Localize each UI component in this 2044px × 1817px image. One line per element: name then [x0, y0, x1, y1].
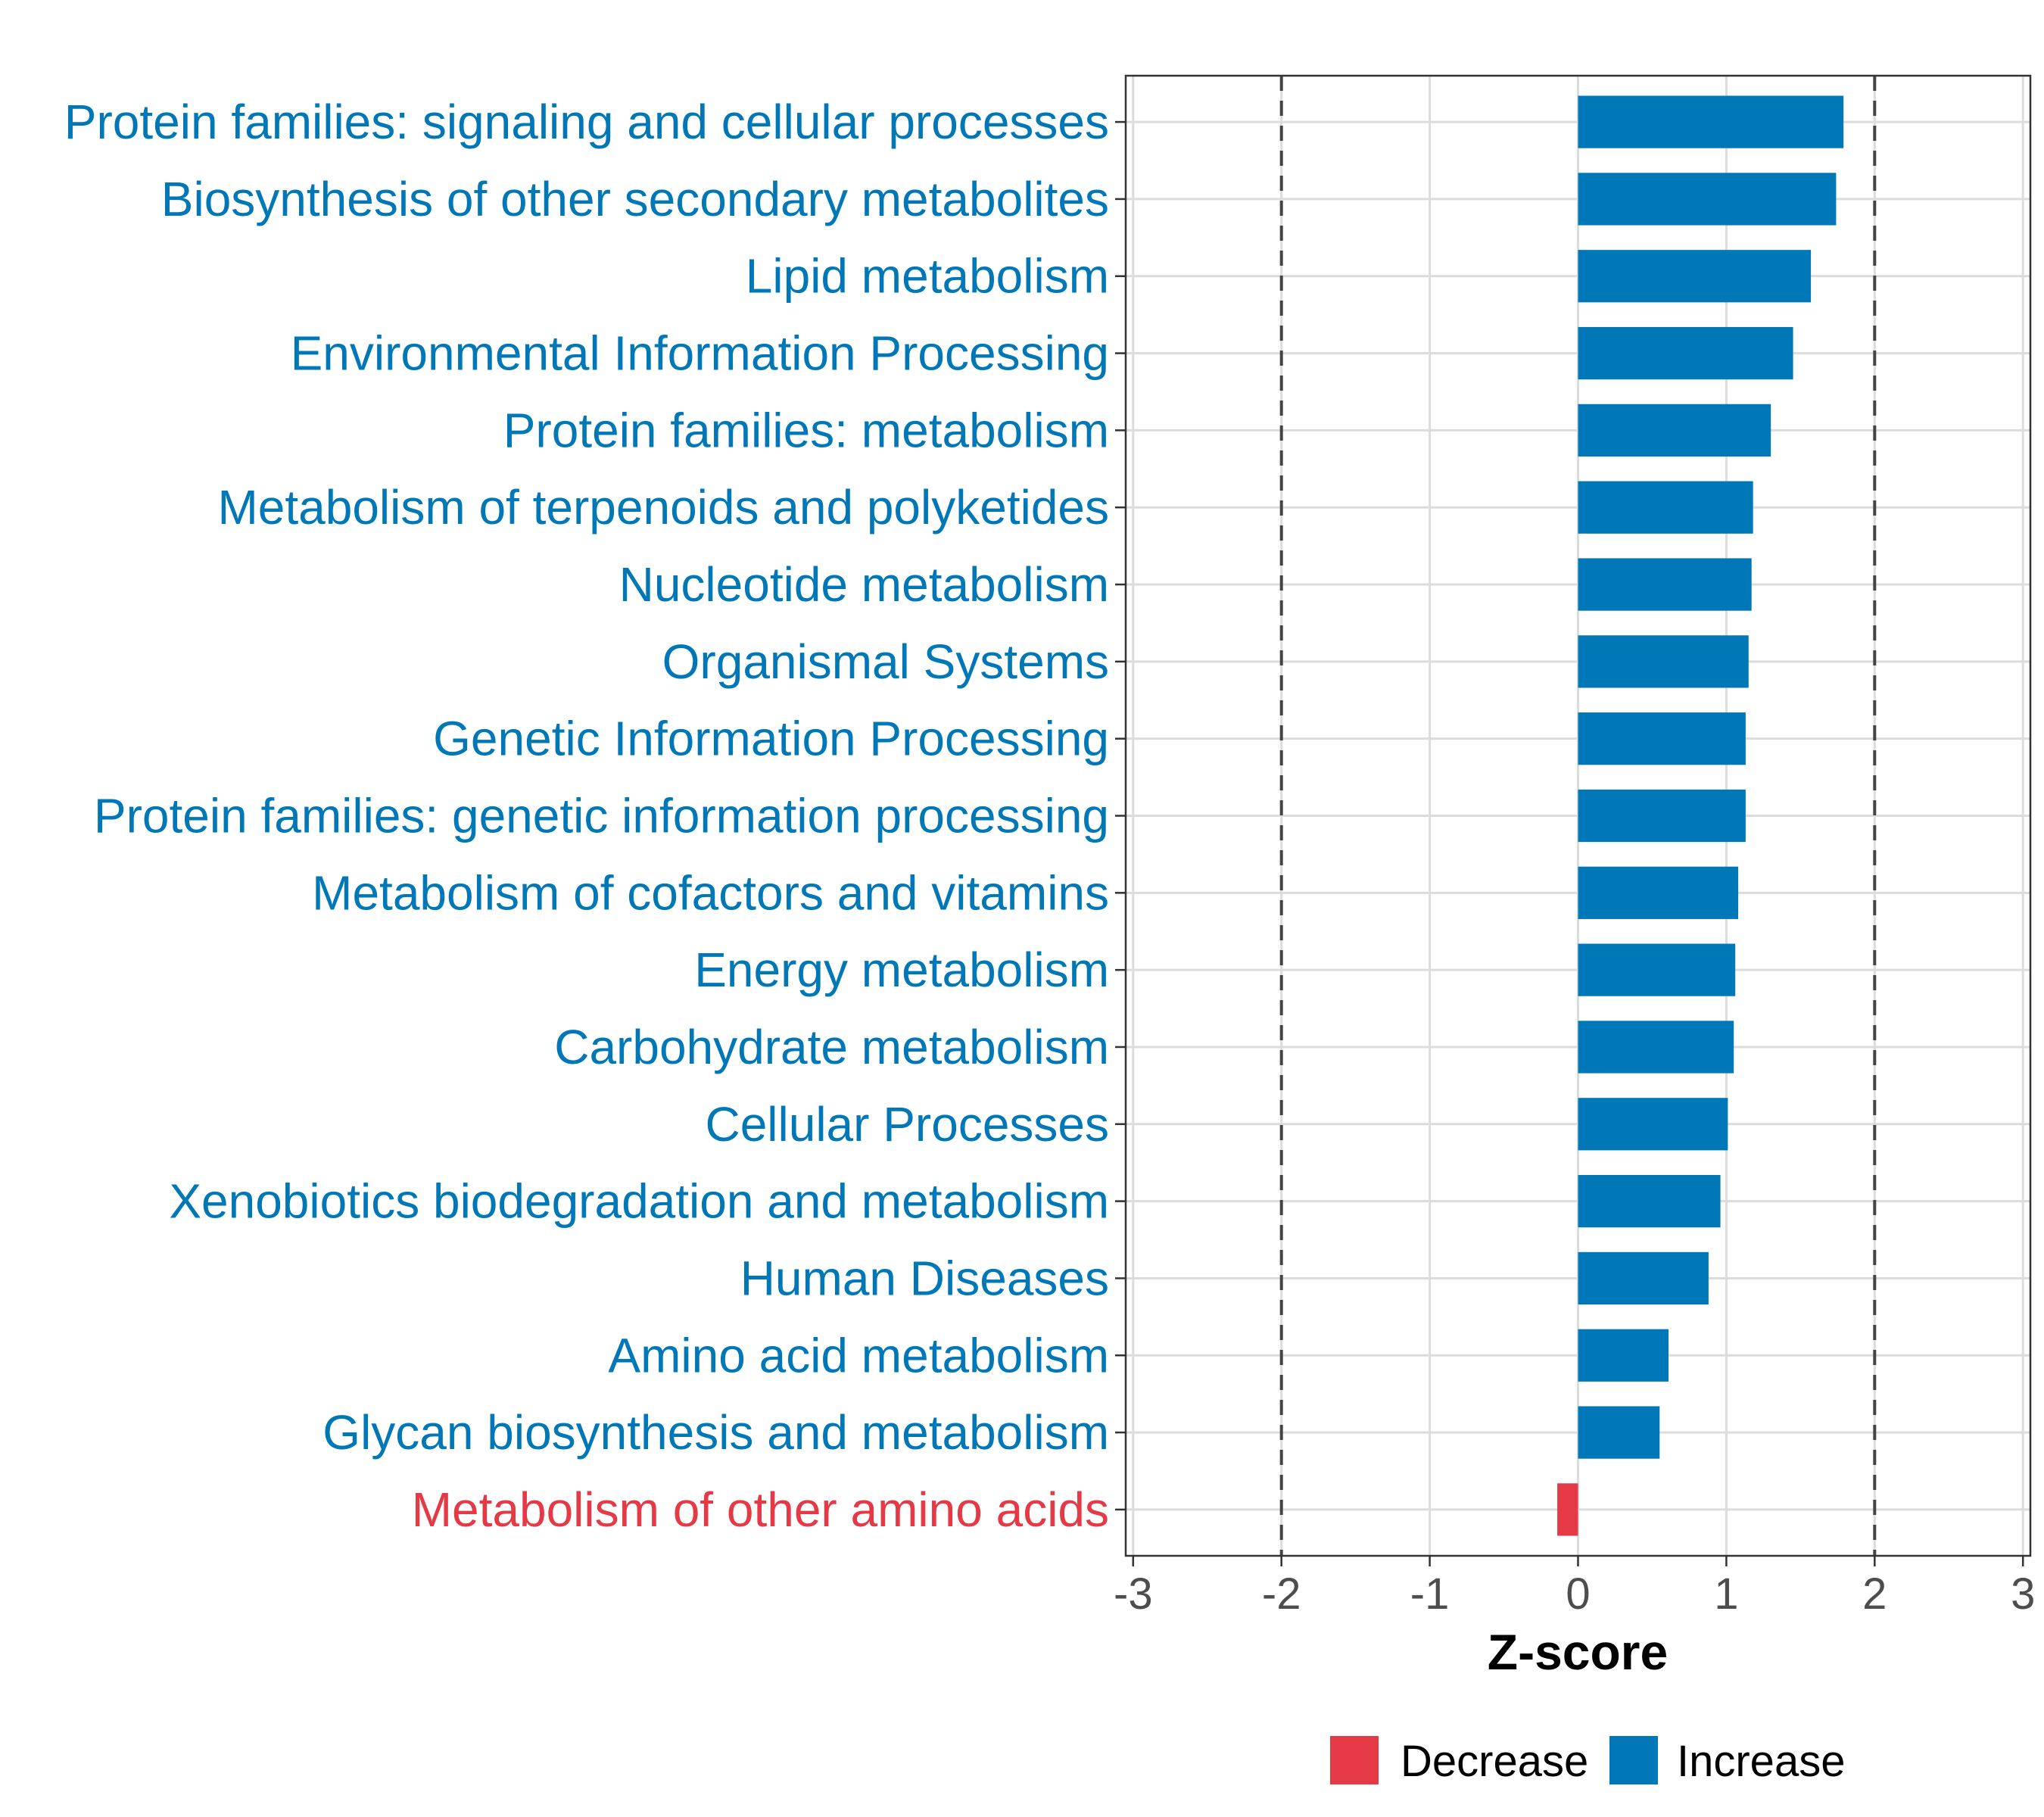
legend-swatch-increase — [1609, 1736, 1658, 1784]
bar — [1578, 1174, 1721, 1228]
y-tick-label: Metabolism of cofactors and vitamins — [312, 865, 1109, 920]
bar — [1578, 404, 1771, 457]
x-tick-label: 3 — [2011, 1569, 2035, 1619]
reference-lines — [1279, 76, 1877, 1556]
x-tick-label: 1 — [1714, 1569, 1738, 1619]
bar — [1578, 1406, 1660, 1459]
bar — [1578, 1021, 1734, 1074]
legend-swatch-decrease — [1330, 1736, 1379, 1784]
bar — [1578, 866, 1739, 919]
y-tick-label: Environmental Information Processing — [291, 326, 1109, 381]
bar — [1578, 173, 1837, 226]
bar — [1578, 943, 1736, 996]
x-tick-label: -1 — [1410, 1569, 1450, 1619]
bar — [1578, 95, 1844, 148]
bar — [1578, 712, 1746, 765]
x-axis-labels: -3 -2 -1 0 1 2 3 — [1114, 1569, 2035, 1619]
x-tick-label: 2 — [1862, 1569, 1887, 1619]
y-tick-label: Cellular Processes — [705, 1097, 1109, 1152]
y-tick-label: Protein families: metabolism — [503, 403, 1109, 457]
bar — [1578, 481, 1753, 534]
y-tick-label: Xenobiotics biodegradation and metabolis… — [169, 1174, 1109, 1229]
bar — [1578, 789, 1746, 843]
y-tick-label: Protein families: genetic information pr… — [94, 789, 1109, 843]
bars — [1557, 95, 1844, 1536]
y-tick-label: Lipid metabolism — [746, 249, 1109, 304]
y-tick-label: Protein families: signaling and cellular… — [64, 95, 1109, 149]
y-tick-label: Organismal Systems — [662, 634, 1109, 689]
bar — [1578, 1098, 1728, 1151]
y-axis-ticks — [1115, 120, 1126, 1511]
y-tick-label: Genetic Information Processing — [433, 712, 1109, 766]
bar — [1578, 326, 1793, 380]
bar — [1578, 250, 1812, 303]
bar — [1578, 635, 1749, 688]
y-tick-label: Biosynthesis of other secondary metaboli… — [161, 172, 1109, 226]
y-tick-label: Metabolism of terpenoids and polyketides — [217, 480, 1109, 535]
x-tick-label: -3 — [1114, 1569, 1153, 1619]
y-tick-label: Carbohydrate metabolism — [554, 1020, 1109, 1074]
bar — [1557, 1483, 1578, 1536]
x-tick-label: 0 — [1566, 1569, 1590, 1619]
y-tick-label: Glycan biosynthesis and metabolism — [322, 1405, 1109, 1460]
y-axis-labels: Protein families: signaling and cellular… — [64, 95, 1109, 1537]
legend-label-decrease: Decrease — [1401, 1737, 1588, 1786]
y-tick-label: Human Diseases — [740, 1251, 1109, 1305]
legend: Decrease Increase — [1330, 1736, 1845, 1786]
y-tick-label: Nucleotide metabolism — [619, 557, 1109, 612]
bar — [1578, 558, 1752, 611]
y-tick-label: Energy metabolism — [694, 943, 1109, 997]
x-axis-ticks — [1132, 1556, 2024, 1566]
bar — [1578, 1251, 1709, 1305]
y-tick-label: Metabolism of other amino acids — [412, 1482, 1109, 1537]
bar — [1578, 1329, 1669, 1382]
legend-label-increase: Increase — [1677, 1737, 1845, 1786]
y-tick-label: Amino acid metabolism — [608, 1328, 1109, 1382]
x-tick-label: -2 — [1262, 1569, 1301, 1619]
x-axis-title: Z-score — [1488, 1624, 1668, 1680]
